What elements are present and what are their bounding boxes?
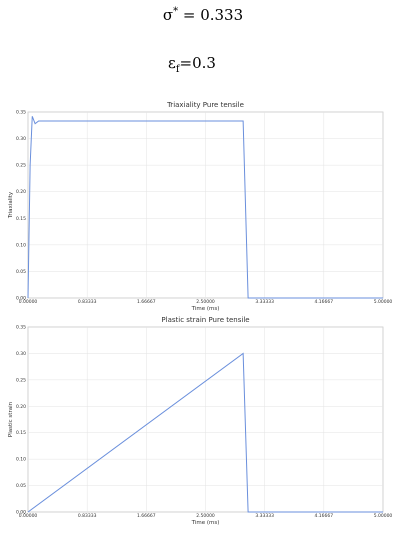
y-tick-label: 0.25: [16, 163, 26, 169]
y-tick-label: 0.30: [16, 136, 26, 142]
x-tick-label: 2.50000: [196, 513, 215, 519]
y-tick-label: 0.10: [16, 242, 26, 248]
y-tick-label: 0.00: [16, 296, 26, 302]
x-tick-label: 0.00000: [19, 513, 38, 519]
x-axis-label: Time (ms): [191, 306, 220, 312]
x-tick-label: 3.33333: [255, 513, 274, 519]
x-tick-label: 2.50000: [196, 299, 215, 305]
x-tick-label: 5.00000: [374, 299, 393, 305]
x-tick-label: 4.16667: [315, 299, 334, 305]
y-tick-label: 0.05: [16, 269, 26, 275]
y-tick-label: 0.20: [16, 404, 26, 410]
x-tick-label: 0.83333: [78, 299, 97, 305]
y-tick-label: 0.15: [16, 430, 26, 436]
x-axis-label: Time (ms): [191, 520, 220, 526]
y-tick-label: 0.35: [16, 325, 26, 331]
y-axis-label: Triaxiality: [8, 191, 14, 219]
data-line: [27, 352, 383, 513]
x-tick-label: 0.00000: [19, 299, 38, 305]
chart-title: Triaxiality Pure tensile: [166, 101, 244, 109]
y-tick-label: 0.20: [16, 189, 26, 195]
y-tick-label: 0.15: [16, 216, 26, 222]
superscript: *: [173, 6, 178, 17]
chart-title: Plastic strain Pure tensile: [161, 316, 249, 324]
symbol: ε: [168, 54, 176, 72]
y-axis-label: Plastic strain: [8, 401, 14, 437]
equation-stress: σ* = 0.333: [163, 6, 243, 24]
x-tick-label: 5.00000: [374, 513, 393, 519]
y-tick-label: 0.30: [16, 351, 26, 357]
y-tick-label: 0.10: [16, 457, 26, 463]
value: = 0.333: [178, 6, 243, 24]
data-line: [27, 116, 383, 299]
y-tick-label: 0.35: [16, 110, 26, 116]
x-tick-label: 4.16667: [315, 513, 334, 519]
y-tick-label: 0.00: [16, 510, 26, 516]
x-tick-label: 1.66667: [137, 513, 156, 519]
x-tick-label: 3.33333: [255, 299, 274, 305]
y-tick-label: 0.25: [16, 377, 26, 383]
symbol: σ: [163, 6, 173, 24]
value: =0.3: [180, 54, 216, 72]
y-tick-label: 0.05: [16, 483, 26, 489]
subscript: f: [176, 64, 181, 75]
x-tick-label: 0.83333: [78, 513, 97, 519]
equation-strain: εf=0.3: [168, 54, 216, 75]
x-tick-label: 1.66667: [137, 299, 156, 305]
